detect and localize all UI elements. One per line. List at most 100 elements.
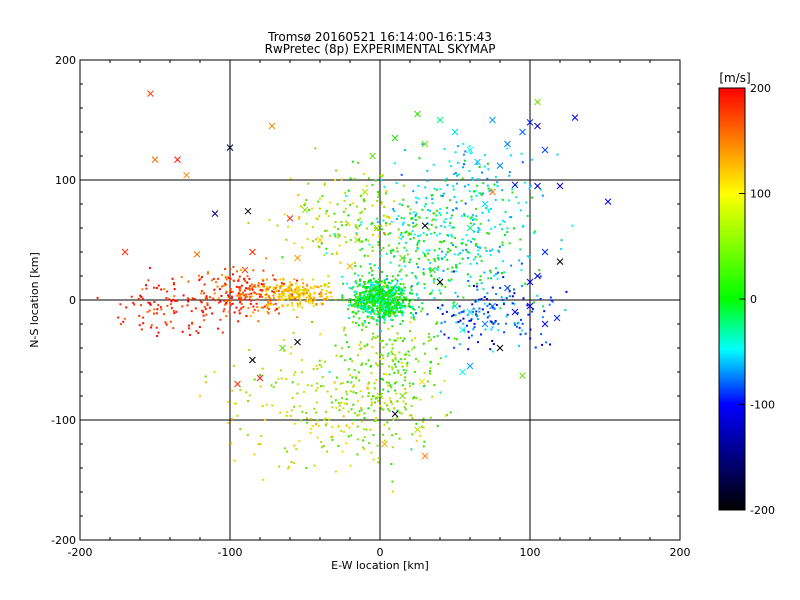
scatter-dot <box>208 306 211 309</box>
scatter-cross <box>183 171 190 179</box>
scatter-dot <box>289 294 292 297</box>
scatter-dot <box>305 283 308 286</box>
scatter-dot <box>327 275 330 278</box>
scatter-dot <box>470 198 473 201</box>
scatter-dot <box>334 470 337 473</box>
scatter-dot <box>351 422 354 425</box>
scatter-dot <box>227 296 230 299</box>
scatter-dot <box>342 381 345 384</box>
scatter-dot <box>257 284 260 287</box>
scatter-dot <box>448 279 451 282</box>
scatter-dot <box>412 190 415 193</box>
scatter-dot <box>360 364 363 367</box>
scatter-dot <box>407 223 410 226</box>
scatter-dot <box>436 269 439 272</box>
scatter-dot <box>354 296 357 299</box>
scatter-cross <box>147 90 154 97</box>
scatter-dot <box>325 229 328 232</box>
scatter-dot <box>371 184 374 187</box>
scatter-dot <box>461 242 464 245</box>
scatter-dot <box>469 275 472 278</box>
scatter-dot <box>491 326 494 329</box>
scatter-dot <box>384 305 387 308</box>
scatter-dot <box>525 201 528 204</box>
scatter-dot <box>384 312 387 315</box>
scatter-dot <box>243 289 246 292</box>
scatter-dot <box>467 330 470 333</box>
scatter-dot <box>387 390 390 393</box>
scatter-dot <box>371 204 374 207</box>
scatter-dot <box>391 325 394 328</box>
scatter-dot <box>489 269 492 272</box>
scatter-dot <box>371 274 374 277</box>
scatter-dot <box>293 278 296 281</box>
scatter-dot <box>232 265 235 268</box>
scatter-dot <box>526 255 529 258</box>
scatter-dot <box>379 307 382 310</box>
scatter-dot <box>361 328 364 331</box>
scatter-dot <box>201 275 204 278</box>
scatter-dot <box>264 418 267 421</box>
scatter-dot <box>377 306 380 309</box>
scatter-dot <box>377 241 380 244</box>
scatter-dot <box>487 208 490 211</box>
scatter-dot <box>269 285 272 288</box>
scatter-dot <box>333 381 336 384</box>
scatter-dot <box>356 285 359 288</box>
scatter-dot <box>459 319 462 322</box>
scatter-dot <box>286 303 289 306</box>
scatter-dot <box>433 281 436 284</box>
scatter-dot <box>352 403 355 406</box>
scatter-dot <box>477 226 480 229</box>
scatter-dot <box>444 253 447 256</box>
scatter-dot <box>503 233 506 236</box>
scatter-dot <box>376 217 379 220</box>
scatter-dot <box>305 222 308 225</box>
scatter-dot <box>403 296 406 299</box>
scatter-dot <box>548 303 551 306</box>
scatter-dot <box>225 315 228 318</box>
scatter-dot <box>252 269 255 272</box>
scatter-dot <box>374 416 377 419</box>
scatter-dot <box>310 286 313 289</box>
scatter-dot <box>361 275 364 278</box>
scatter-dot <box>421 307 424 310</box>
scatter-dot <box>392 208 395 211</box>
scatter-dot <box>247 307 250 310</box>
scatter-dot <box>313 291 316 294</box>
scatter-dot <box>463 213 466 216</box>
scatter-dot <box>409 208 412 211</box>
scatter-dot <box>320 292 323 295</box>
scatter-dot <box>374 362 377 365</box>
scatter-dot <box>265 257 268 260</box>
scatter-dot <box>371 338 374 341</box>
scatter-dot <box>490 227 493 230</box>
scatter-dot <box>412 225 415 228</box>
scatter-dot <box>301 286 304 289</box>
scatter-dot <box>359 292 362 295</box>
scatter-dot <box>238 289 241 292</box>
scatter-dot <box>200 301 203 304</box>
scatter-dot <box>444 414 447 417</box>
scatter-dot <box>465 243 468 246</box>
scatter-dot <box>497 322 500 325</box>
scatter-dot <box>362 285 365 288</box>
scatter-dot <box>471 237 474 240</box>
scatter-dot <box>385 224 388 227</box>
scatter-dot <box>455 263 458 266</box>
scatter-dot <box>522 297 525 300</box>
scatter-dot <box>266 288 269 291</box>
scatter-dot <box>446 184 449 187</box>
scatter-dot <box>404 296 407 299</box>
scatter-dot <box>230 418 233 421</box>
scatter-dot <box>456 174 459 177</box>
scatter-dot <box>486 162 489 165</box>
scatter-dot <box>290 460 293 463</box>
scatter-dot <box>401 365 404 368</box>
scatter-dot <box>379 340 382 343</box>
scatter-dot <box>212 297 215 300</box>
scatter-dot <box>398 270 401 273</box>
scatter-dot <box>304 202 307 205</box>
scatter-dot <box>262 269 265 272</box>
scatter-dot <box>456 295 459 298</box>
